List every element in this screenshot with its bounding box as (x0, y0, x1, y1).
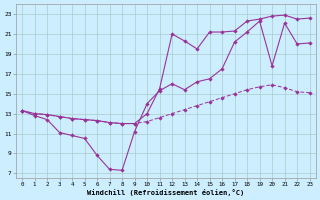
X-axis label: Windchill (Refroidissement éolien,°C): Windchill (Refroidissement éolien,°C) (87, 189, 244, 196)
